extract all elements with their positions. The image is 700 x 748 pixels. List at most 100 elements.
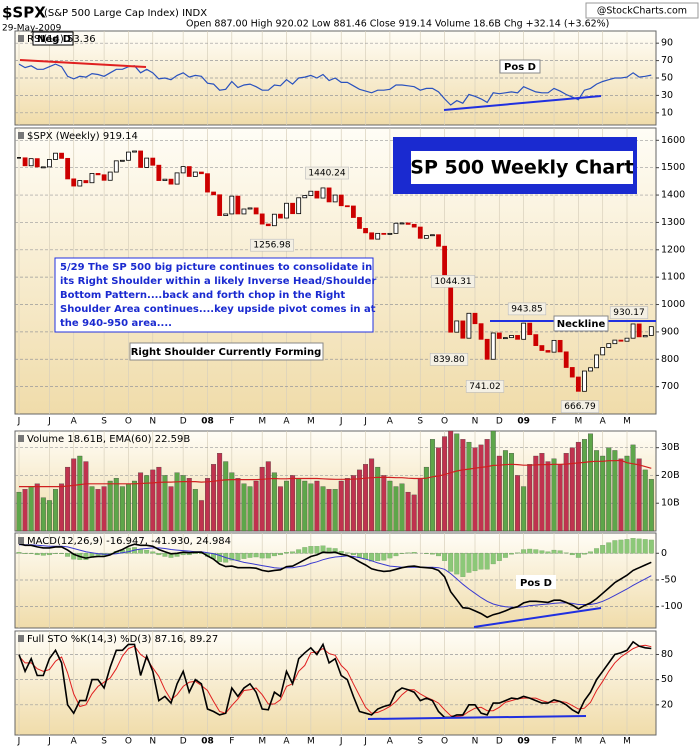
candle [630, 323, 636, 339]
headline-box [411, 151, 633, 184]
macd-histogram [71, 553, 77, 560]
x-tick-label: J [339, 417, 343, 427]
macd-histogram [618, 539, 624, 554]
candle [563, 351, 569, 368]
y-tick-label: 10 [661, 107, 673, 118]
source: @StockCharts.com [597, 6, 687, 17]
price-label-box [429, 353, 469, 366]
price-label: 839.80 [433, 355, 465, 365]
volume-bar [253, 480, 259, 532]
volume-bar [375, 466, 381, 532]
x-tick-label: S [101, 417, 107, 427]
macd-histogram [539, 550, 545, 554]
candle [521, 322, 527, 340]
macd-histogram [34, 553, 40, 556]
volume-bar [600, 455, 606, 532]
x-tick-label: 08 [201, 417, 214, 427]
macd-histogram [460, 553, 466, 577]
stochastic-d [18, 644, 652, 718]
candle [138, 150, 144, 168]
macd-histogram [545, 551, 551, 554]
y-tick-label: 700 [661, 381, 679, 392]
shoulder-box [129, 342, 324, 361]
x-tick-label: M [258, 737, 266, 747]
price-label-box [250, 238, 294, 252]
macd-histogram [436, 553, 441, 557]
candle [551, 339, 557, 353]
volume-bar [65, 466, 71, 532]
volume-bar [344, 478, 350, 532]
volume-bar [484, 439, 490, 532]
macd-histogram [381, 553, 387, 561]
candle [126, 151, 131, 161]
volume-bar [28, 486, 34, 532]
volume-bar [478, 444, 484, 532]
x-tick-label: M [574, 417, 582, 427]
macd-histogram [180, 553, 186, 556]
macd-histogram [612, 540, 618, 554]
price-label-box [609, 306, 649, 319]
x-tick-label: A [283, 417, 290, 427]
y-tick-label: 20B [661, 470, 680, 481]
candle [423, 235, 429, 239]
volume-bar [496, 455, 502, 532]
x-tick-label: O [441, 737, 448, 747]
volume-bar [229, 472, 235, 532]
macd-histogram [320, 545, 326, 554]
volume-bar [551, 458, 557, 532]
macd-histogram [314, 546, 320, 554]
volume-bar [575, 441, 581, 532]
title-icon [18, 435, 24, 442]
note-box [54, 257, 374, 333]
candle [205, 173, 210, 193]
macd-histogram [600, 545, 606, 554]
volume-bar [429, 439, 435, 532]
macd-histogram [28, 553, 34, 554]
candle [290, 202, 296, 215]
x-tick-label: D [180, 417, 187, 427]
candle [71, 178, 77, 187]
candle [47, 159, 52, 168]
candle [515, 335, 520, 340]
x-tick-label: J [339, 737, 343, 747]
panel-title: MACD(12,26,9) -16.947, -41.930, 24.984 [27, 536, 231, 547]
pos-d-box [516, 575, 556, 589]
x-tick-label: F [229, 737, 234, 747]
volume-bar [247, 486, 253, 532]
candle [77, 180, 83, 187]
candle [369, 232, 375, 240]
macd-histogram [496, 553, 502, 561]
panel-title: Full STO %K(14,3) %D(3) 87.16, 89.27 [27, 634, 218, 645]
volume-bar [527, 464, 533, 532]
macd-histogram [624, 539, 630, 554]
volume-bar [265, 461, 271, 532]
volume-bar [405, 491, 411, 532]
macd-histogram [551, 549, 557, 554]
volume-bar [302, 480, 308, 532]
macd-histogram [40, 553, 46, 556]
candle [53, 152, 58, 160]
candle [278, 213, 283, 219]
macd-histogram [338, 550, 344, 554]
x-tick-label: 08 [201, 737, 214, 747]
volume-bar [290, 475, 296, 532]
macd-histogram [156, 553, 162, 556]
macd-line [18, 542, 652, 619]
volume-ema [19, 459, 652, 488]
candle [168, 178, 174, 185]
candle [235, 195, 241, 215]
volume-bar [569, 447, 575, 532]
volume-bar [521, 486, 527, 532]
volume-bar [113, 478, 119, 532]
note-line: 5/29 The SP 500 big picture continues to… [60, 262, 372, 273]
macd-histogram [466, 553, 472, 573]
macd-histogram [588, 551, 593, 554]
symbol: $SPX [2, 4, 46, 22]
rsi-annotation: Pos D [504, 62, 536, 73]
volume-bar [77, 455, 83, 532]
macd-histogram [247, 553, 253, 558]
x-tick-label: A [387, 737, 394, 747]
macd-histogram [454, 553, 460, 575]
macd-histogram [277, 553, 283, 556]
